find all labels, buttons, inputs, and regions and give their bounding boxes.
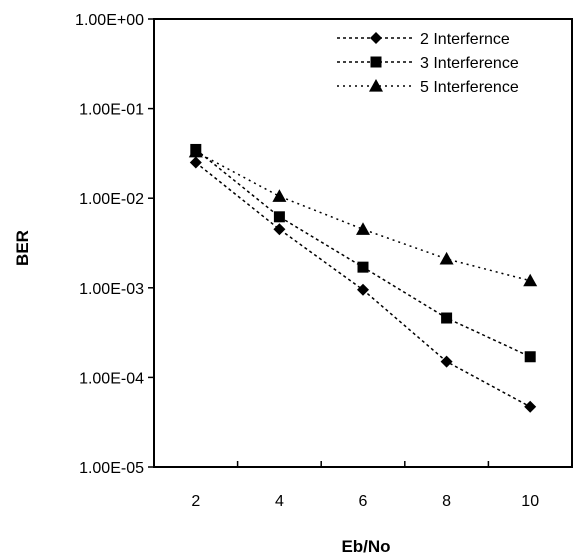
data-point xyxy=(440,355,453,368)
data-point xyxy=(524,351,536,363)
x-tick-label: 4 xyxy=(275,493,284,510)
legend-label: 5 Interference xyxy=(420,79,519,96)
y-tick-label: 1.00E-05 xyxy=(79,460,144,477)
legend-item: 5 Interference xyxy=(337,79,519,96)
y-tick-label: 1.00E-03 xyxy=(79,281,144,298)
legend-item: 3 Interference xyxy=(337,55,519,72)
data-point xyxy=(523,273,538,287)
data-point xyxy=(188,144,203,158)
square-marker xyxy=(370,56,382,68)
legend-label: 2 Interfernce xyxy=(420,31,510,48)
data-point xyxy=(357,261,369,273)
legend-label: 3 Interference xyxy=(420,55,519,72)
data-point xyxy=(356,222,370,235)
y-tick-label: 1.00E+00 xyxy=(75,12,144,29)
y-axis-title: BER xyxy=(13,230,32,266)
data-point xyxy=(189,156,202,169)
series-line xyxy=(195,151,531,282)
data-point xyxy=(524,400,537,413)
data-point xyxy=(273,211,285,223)
y-tick-label: 1.00E-01 xyxy=(79,102,144,119)
x-tick-label: 8 xyxy=(442,493,451,510)
series-layer xyxy=(188,143,538,413)
data-point xyxy=(272,189,287,202)
diamond-marker xyxy=(370,32,382,44)
y-tick-label: 1.00E-04 xyxy=(79,370,144,387)
x-tick-label: 10 xyxy=(521,493,539,510)
x-tick-label: 2 xyxy=(191,493,200,510)
series-1 xyxy=(189,156,537,413)
triangle-marker xyxy=(369,79,383,92)
series-2 xyxy=(190,143,536,363)
plot-frame xyxy=(153,18,573,468)
data-point xyxy=(357,283,369,296)
y-tick-label: 1.00E-02 xyxy=(79,191,144,208)
legend: 2 Interfernce 3 Interference 5 Interferenc… xyxy=(337,31,519,96)
series-line xyxy=(195,148,531,358)
series-3 xyxy=(188,144,538,287)
legend-item: 2 Interfernce xyxy=(337,31,510,48)
data-point xyxy=(439,251,454,265)
data-point xyxy=(441,312,453,324)
axes: 1.00E+00 1.00E-01 1.00E-02 1.00E-03 1.00E-04… xyxy=(75,12,573,510)
x-tick-label: 6 xyxy=(359,493,368,510)
x-axis-title: Eb/No xyxy=(341,537,390,556)
data-point xyxy=(273,223,286,236)
